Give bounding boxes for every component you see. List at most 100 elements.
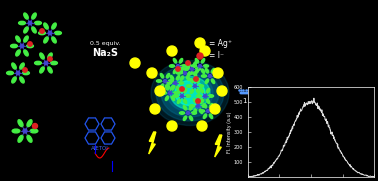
Ellipse shape <box>32 27 36 33</box>
Ellipse shape <box>186 85 192 87</box>
Ellipse shape <box>174 58 177 63</box>
Ellipse shape <box>6 71 13 75</box>
Ellipse shape <box>197 95 201 97</box>
Ellipse shape <box>16 36 20 42</box>
Ellipse shape <box>179 58 183 63</box>
Ellipse shape <box>307 89 311 95</box>
Ellipse shape <box>196 79 200 83</box>
Circle shape <box>167 46 177 56</box>
Ellipse shape <box>20 63 24 69</box>
Ellipse shape <box>51 61 57 65</box>
Ellipse shape <box>324 107 328 113</box>
Ellipse shape <box>332 93 336 99</box>
Ellipse shape <box>339 131 346 135</box>
Ellipse shape <box>206 99 210 104</box>
Text: 0.5 equiv.: 0.5 equiv. <box>90 41 120 45</box>
Ellipse shape <box>176 86 180 90</box>
Ellipse shape <box>337 123 341 129</box>
Ellipse shape <box>171 96 175 100</box>
Ellipse shape <box>310 97 316 101</box>
Ellipse shape <box>332 107 336 113</box>
Circle shape <box>306 121 310 125</box>
Ellipse shape <box>199 98 203 103</box>
Circle shape <box>48 31 52 35</box>
Ellipse shape <box>302 113 306 119</box>
Ellipse shape <box>206 89 210 93</box>
Ellipse shape <box>307 103 311 109</box>
Ellipse shape <box>18 120 23 127</box>
Ellipse shape <box>169 65 175 67</box>
Ellipse shape <box>167 74 213 112</box>
Circle shape <box>16 71 20 75</box>
Ellipse shape <box>180 76 184 81</box>
Circle shape <box>28 42 32 46</box>
Ellipse shape <box>177 89 181 93</box>
Ellipse shape <box>299 89 303 95</box>
Ellipse shape <box>161 92 167 94</box>
Ellipse shape <box>170 77 210 110</box>
Circle shape <box>195 38 205 48</box>
Ellipse shape <box>195 58 199 63</box>
Ellipse shape <box>156 80 161 82</box>
Circle shape <box>155 86 165 96</box>
Ellipse shape <box>12 129 20 133</box>
Ellipse shape <box>189 116 193 121</box>
Circle shape <box>169 92 171 94</box>
Circle shape <box>197 105 199 107</box>
Ellipse shape <box>297 121 304 125</box>
Ellipse shape <box>352 123 356 129</box>
Ellipse shape <box>52 37 56 43</box>
Ellipse shape <box>18 135 23 142</box>
Ellipse shape <box>166 73 170 78</box>
Circle shape <box>197 121 207 131</box>
Ellipse shape <box>165 85 169 90</box>
Circle shape <box>197 53 203 59</box>
Ellipse shape <box>193 62 197 66</box>
Ellipse shape <box>193 98 197 103</box>
Ellipse shape <box>190 79 194 83</box>
Ellipse shape <box>214 75 218 77</box>
Ellipse shape <box>35 21 42 25</box>
Circle shape <box>180 87 184 91</box>
Ellipse shape <box>209 104 213 108</box>
Ellipse shape <box>183 116 187 121</box>
Ellipse shape <box>179 69 183 73</box>
Ellipse shape <box>201 69 204 73</box>
Circle shape <box>328 101 332 105</box>
Ellipse shape <box>199 109 203 113</box>
Ellipse shape <box>302 127 306 133</box>
Ellipse shape <box>40 53 44 59</box>
Ellipse shape <box>299 103 303 109</box>
Ellipse shape <box>19 21 25 25</box>
Ellipse shape <box>166 84 170 89</box>
Polygon shape <box>362 149 369 169</box>
Ellipse shape <box>170 86 174 90</box>
Circle shape <box>20 44 24 48</box>
Ellipse shape <box>203 114 207 119</box>
Ellipse shape <box>174 92 178 94</box>
Circle shape <box>196 99 200 103</box>
Ellipse shape <box>169 80 174 82</box>
Ellipse shape <box>180 66 184 70</box>
Ellipse shape <box>44 23 48 29</box>
Ellipse shape <box>205 68 209 73</box>
Ellipse shape <box>44 37 48 43</box>
Polygon shape <box>215 135 222 157</box>
Ellipse shape <box>176 75 180 80</box>
Ellipse shape <box>211 79 215 83</box>
Circle shape <box>23 129 27 133</box>
Circle shape <box>174 82 176 84</box>
Ellipse shape <box>183 99 187 104</box>
Ellipse shape <box>190 89 194 94</box>
Ellipse shape <box>329 137 333 143</box>
Y-axis label: Fl. Intensity (a.u): Fl. Intensity (a.u) <box>227 111 232 153</box>
Ellipse shape <box>178 82 184 84</box>
Ellipse shape <box>200 89 204 93</box>
Circle shape <box>187 112 189 114</box>
Ellipse shape <box>195 68 201 70</box>
Circle shape <box>209 75 211 77</box>
Ellipse shape <box>200 99 204 104</box>
Ellipse shape <box>313 121 319 125</box>
Ellipse shape <box>319 101 325 105</box>
Circle shape <box>177 65 179 67</box>
